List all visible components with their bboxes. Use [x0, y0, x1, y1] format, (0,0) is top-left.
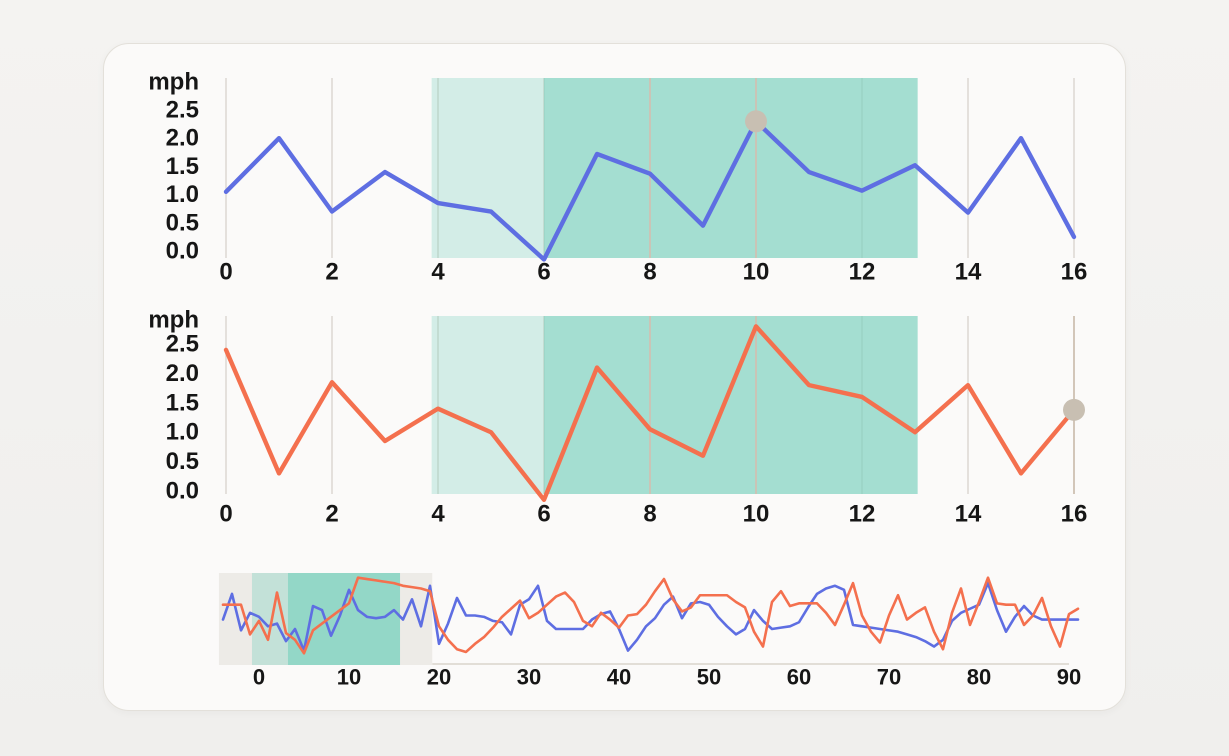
highlight-band-light	[431, 316, 544, 494]
x-tick-label-0: 0	[219, 501, 232, 528]
x-tick-label-4: 4	[431, 259, 445, 286]
y-tick-label-0.0: 0.0	[166, 238, 199, 265]
highlight-band-light	[431, 78, 544, 258]
highlight-band-dark	[544, 316, 918, 494]
x-tick-label-14: 14	[955, 501, 982, 528]
overview-tick-label-30: 30	[517, 665, 541, 690]
y-axis-unit-label: mph	[148, 307, 199, 334]
overview-tick-label-0: 0	[253, 665, 265, 690]
x-tick-label-2: 2	[325, 259, 338, 286]
x-tick-label-12: 12	[849, 501, 876, 528]
overview-tick-label-40: 40	[607, 665, 631, 690]
overview-tick-label-50: 50	[697, 665, 721, 690]
hover-marker-dot	[745, 110, 767, 133]
y-axis-unit-label: mph	[148, 69, 199, 96]
y-tick-label-1.0: 1.0	[166, 419, 199, 446]
overview-tick-label-90: 90	[1057, 665, 1081, 690]
y-tick-label-0.5: 0.5	[166, 209, 199, 236]
y-tick-label-0.0: 0.0	[166, 478, 199, 505]
y-tick-label-0.5: 0.5	[166, 448, 199, 475]
y-tick-label-2.0: 2.0	[166, 360, 199, 387]
x-tick-label-8: 8	[643, 259, 656, 286]
x-tick-label-0: 0	[219, 259, 232, 286]
y-tick-label-2.0: 2.0	[166, 125, 199, 152]
x-tick-label-16: 16	[1061, 501, 1088, 528]
hover-marker-dot	[1063, 398, 1085, 421]
y-tick-label-1.5: 1.5	[166, 389, 199, 416]
x-tick-label-8: 8	[643, 501, 656, 528]
series-line-speed-blue	[223, 119, 1077, 262]
x-tick-label-4: 4	[431, 501, 445, 528]
x-tick-label-10: 10	[743, 259, 770, 286]
x-tick-label-12: 12	[849, 259, 876, 286]
overview-tick-label-20: 20	[427, 665, 451, 690]
x-tick-label-10: 10	[743, 501, 770, 528]
overview-tick-label-70: 70	[877, 665, 901, 690]
y-tick-label-2.5: 2.5	[166, 97, 199, 124]
x-tick-label-6: 6	[537, 501, 550, 528]
overview-tick-label-10: 10	[337, 665, 361, 690]
series-line-speed-orange	[223, 324, 1077, 503]
y-tick-label-1.5: 1.5	[166, 153, 199, 180]
y-tick-label-1.0: 1.0	[166, 181, 199, 208]
x-tick-label-16: 16	[1061, 259, 1088, 286]
y-tick-label-2.5: 2.5	[166, 331, 199, 358]
x-tick-label-14: 14	[955, 259, 982, 286]
chart-card: mph 2.5 2.0 1.5 1.0 0.5 0.0 0 2 4 6 8 10 12 14 16 mph 2.5…	[103, 43, 1126, 711]
overview-chart: 0 10 20 30 40 50 60 70 80 90	[218, 573, 1081, 690]
overview-brush-area[interactable]	[219, 573, 1077, 665]
plot-area-2[interactable]	[222, 316, 1078, 494]
series-line-overview-blue	[221, 581, 1080, 652]
plot-area-1[interactable]	[222, 78, 1078, 258]
x-tick-label-2: 2	[325, 501, 338, 528]
x-tick-label-6: 6	[537, 259, 550, 286]
series-line-overview-orange	[221, 576, 1080, 655]
overview-tick-label-60: 60	[787, 665, 811, 690]
overview-tick-label-80: 80	[967, 665, 991, 690]
